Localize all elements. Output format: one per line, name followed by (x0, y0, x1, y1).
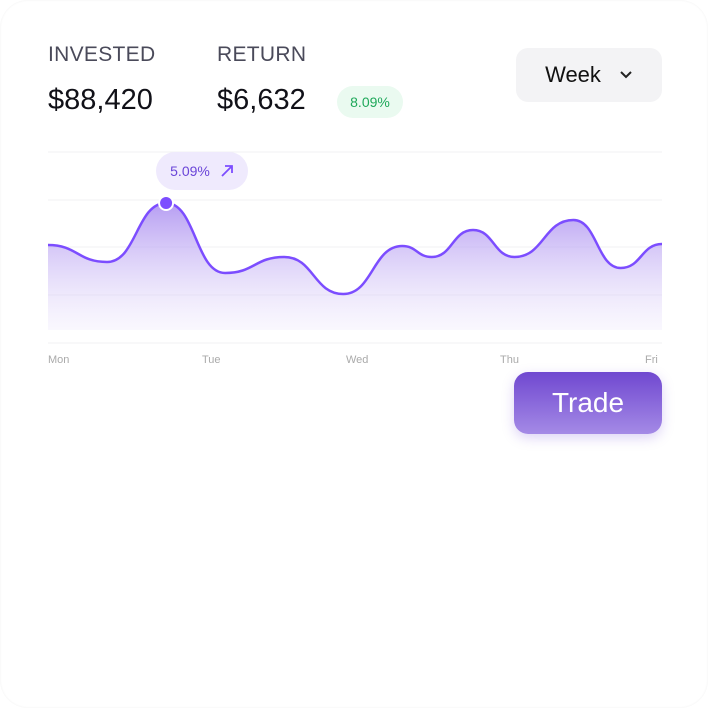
period-selected: Week (545, 62, 601, 87)
highlight-point (160, 197, 173, 209)
return-label: RETURN (217, 43, 307, 66)
x-tick: Fri (645, 354, 658, 366)
invested-label: INVESTED (48, 43, 156, 66)
x-tick: Thu (500, 354, 519, 366)
tooltip-value: 5.09% (170, 163, 210, 179)
tooltip: 5.09% (156, 152, 248, 190)
x-tick: Mon (48, 354, 70, 366)
x-tick: Wed (346, 354, 369, 366)
chevron-down-icon (620, 71, 632, 79)
return-value: $6,632 (217, 84, 306, 116)
arrow-up-right-icon (221, 165, 233, 177)
period-dropdown[interactable]: Week (516, 48, 662, 102)
return-badge: 8.09% (337, 86, 403, 118)
invested-value: $88,420 (48, 84, 153, 116)
area-fill (48, 203, 662, 330)
x-tick: Tue (202, 354, 221, 366)
trade-button[interactable]: Trade (514, 372, 662, 434)
